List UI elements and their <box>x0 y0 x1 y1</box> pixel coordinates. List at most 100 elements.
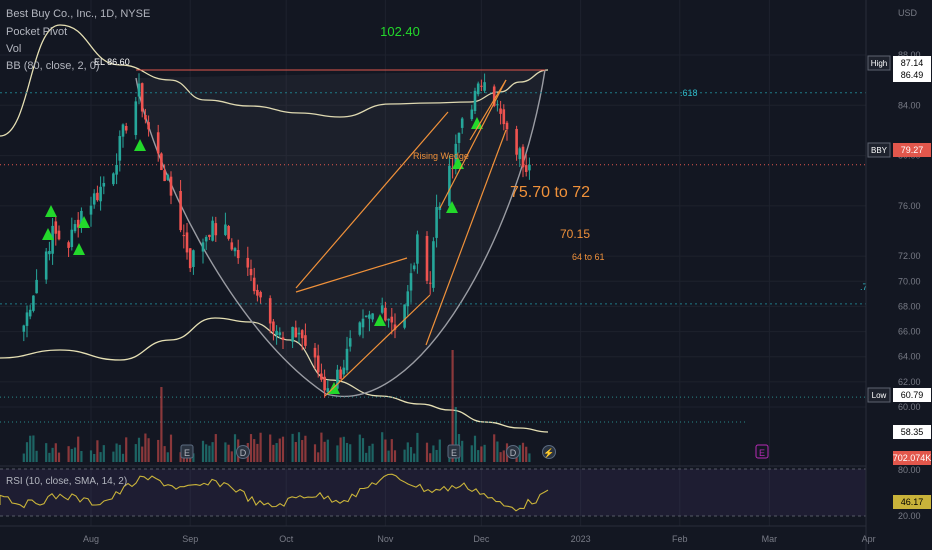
volume-bar <box>230 451 233 462</box>
candle-body <box>323 376 326 391</box>
volume-bar <box>249 434 253 462</box>
volume-bar <box>528 453 531 462</box>
el-label: EL 86.60 <box>94 57 130 67</box>
candle-body <box>230 242 234 250</box>
candle-body <box>499 108 502 114</box>
price-tick-label: 68.00 <box>898 301 921 311</box>
candle-body <box>320 373 323 380</box>
indicator-bollinger[interactable]: BB (80, close, 2, 0) <box>6 60 100 72</box>
indicator-volume[interactable]: Vol <box>6 43 22 55</box>
volume-bar <box>134 444 137 462</box>
volume-bar <box>137 437 141 462</box>
price-tick-label: 72.00 <box>898 251 921 261</box>
volume-bar <box>521 442 525 462</box>
volume-bar <box>227 444 230 462</box>
volume-bar <box>99 452 102 462</box>
volume-bar <box>368 445 371 462</box>
volume-bar <box>25 442 29 462</box>
candle-body <box>294 327 298 338</box>
candle-body <box>137 83 141 97</box>
candle-body <box>425 235 429 281</box>
volume-bar <box>320 432 323 462</box>
volume-bar <box>413 453 416 462</box>
volume-bar <box>80 450 83 462</box>
candle-body <box>380 305 384 313</box>
volume-bar <box>461 440 464 462</box>
candle-body <box>448 165 451 206</box>
tag-last-price-bg <box>893 143 931 157</box>
candle-body <box>44 251 48 280</box>
candle-body <box>249 268 253 276</box>
candle-body <box>268 298 272 324</box>
volume-bar <box>208 445 211 462</box>
event-marker-label: E <box>184 448 190 458</box>
volume-bar <box>291 433 294 462</box>
pocket-pivot-triangle <box>45 205 57 217</box>
candle-body <box>160 153 163 171</box>
dividend-marker <box>236 445 250 459</box>
volume-bar <box>403 449 406 462</box>
candle-body <box>163 170 166 182</box>
candle-body <box>326 388 330 392</box>
candle-body <box>118 136 122 161</box>
volume-bar <box>144 433 147 462</box>
level-lines <box>0 69 866 423</box>
rsi-tick-bottom: 20.00 <box>898 511 921 521</box>
indicator-pocket-pivot[interactable]: Pocket Pivot <box>6 26 68 38</box>
candle-body <box>528 164 531 171</box>
volume-bar <box>336 445 339 462</box>
candle-body <box>371 313 374 320</box>
volume-bar <box>51 447 54 462</box>
candle-body <box>208 234 211 237</box>
candle-body <box>454 143 458 166</box>
volume-bar <box>29 435 32 462</box>
candle-body <box>121 124 125 137</box>
rising-wedge-label: Rising Wedge <box>413 151 469 161</box>
volume-bar <box>425 442 429 462</box>
volume-bar <box>301 440 304 462</box>
rsi-title: RSI (10, close, SMA, 14, 2) <box>6 476 127 487</box>
candle-body <box>57 230 61 240</box>
volume-bar <box>387 450 390 462</box>
volume-bar <box>121 453 125 462</box>
candle-body <box>192 250 195 267</box>
candle-body <box>156 132 160 154</box>
time-tick-label: 2023 <box>571 534 591 544</box>
volume-bar <box>435 449 438 462</box>
candle-body <box>134 101 138 136</box>
tag-band-upper-bg <box>893 68 931 82</box>
candle-body <box>393 324 397 330</box>
tag-high-value: 87.14 <box>901 58 924 68</box>
candle-body <box>492 86 496 106</box>
tag-high-bg <box>893 56 931 70</box>
candle-body <box>115 164 118 175</box>
pocket-pivot-triangle <box>78 216 90 228</box>
candle-body <box>291 326 294 342</box>
candle-body <box>358 322 362 335</box>
candle-body <box>256 289 259 296</box>
candle-body <box>54 221 58 234</box>
volume-bar <box>67 446 70 462</box>
candle-body <box>201 242 205 252</box>
time-tick-label: Feb <box>672 534 688 544</box>
candle-body <box>368 314 371 319</box>
candle-body <box>275 330 278 336</box>
price-tick-label: 88.00 <box>898 50 921 60</box>
volume-bar <box>48 452 51 462</box>
volume-bar <box>179 452 182 462</box>
volume-bar <box>275 443 278 462</box>
volume-bar <box>477 450 480 462</box>
volume-bar <box>317 452 320 462</box>
candle-body <box>483 82 486 91</box>
bollinger-lower-line <box>0 317 549 433</box>
candle-body <box>300 330 304 339</box>
tag-last-price-value: 79.27 <box>901 145 924 155</box>
candle-body <box>502 109 506 125</box>
candle-body <box>505 122 509 130</box>
volume-bar <box>45 443 48 462</box>
price-tick-label: 66.00 <box>898 327 921 337</box>
candle-body <box>188 248 192 269</box>
earnings-marker <box>447 444 461 459</box>
pocket-pivot-triangle <box>446 201 458 213</box>
